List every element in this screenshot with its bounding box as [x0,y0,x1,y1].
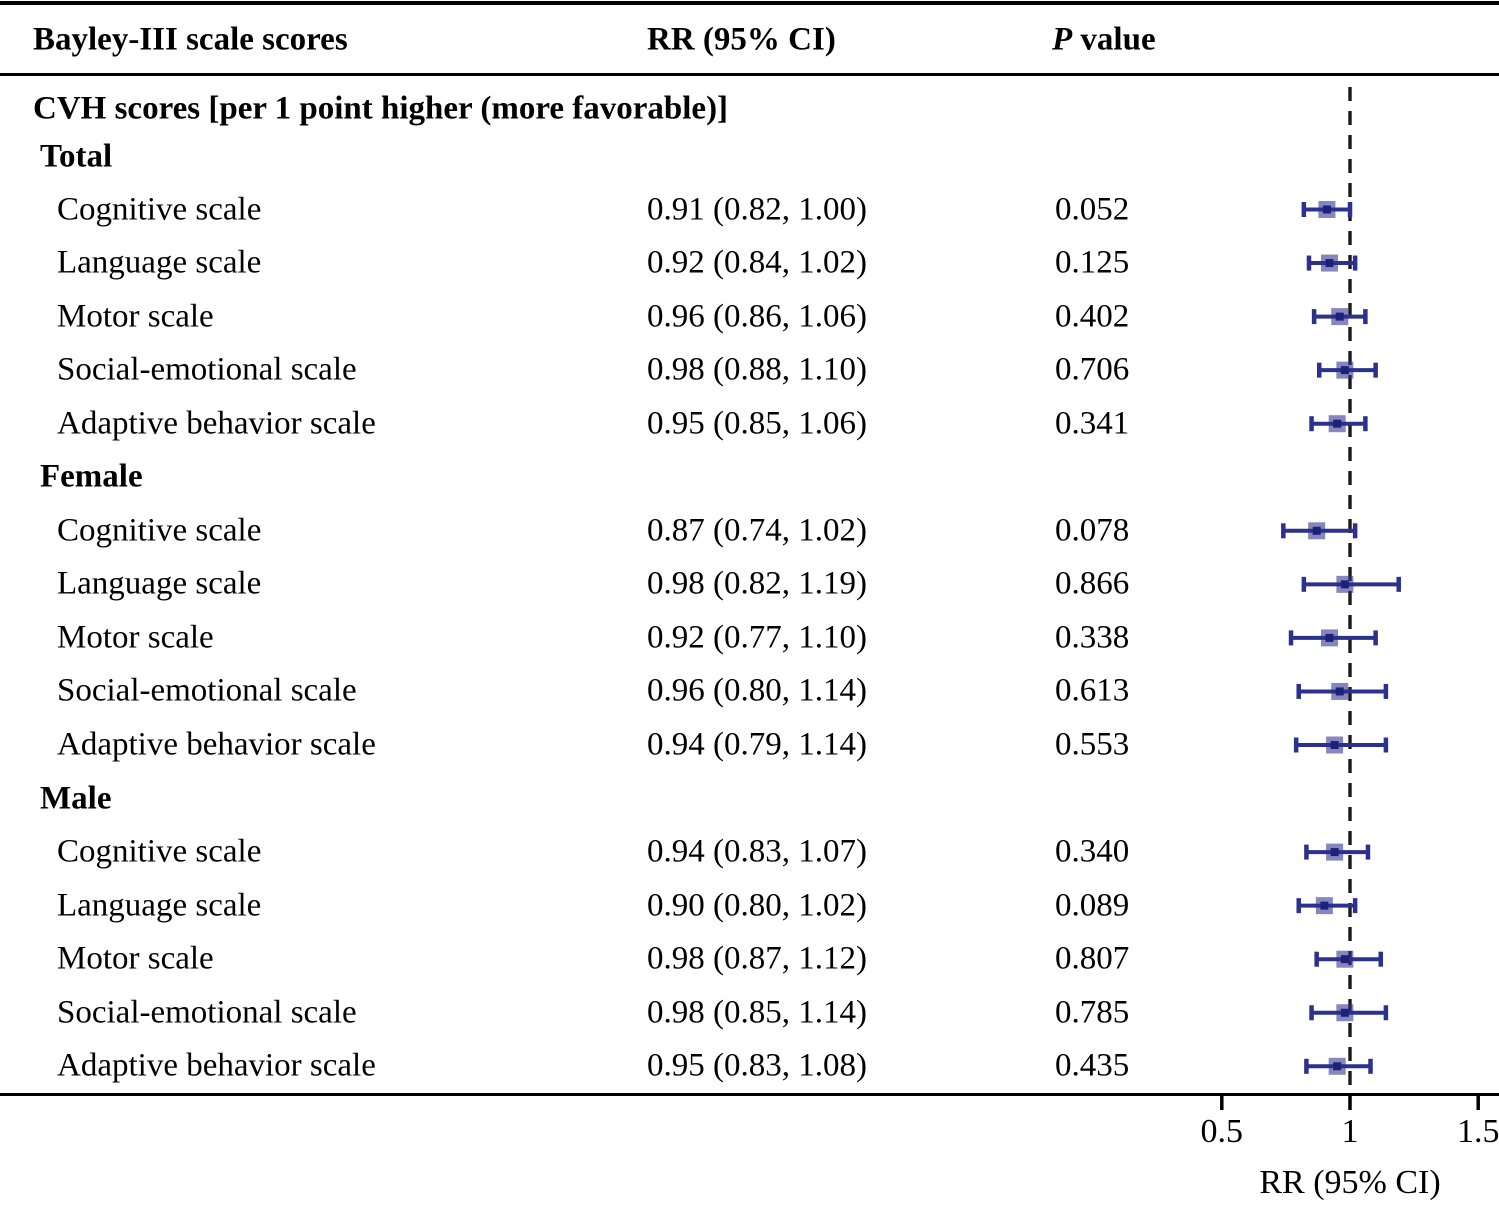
rr-ci-value: 0.91 (0.82, 1.00) [647,191,867,227]
p-italic: P [1052,21,1073,58]
rr-ci-value: 0.94 (0.83, 1.07) [647,833,867,870]
point-core [1340,366,1349,375]
p-value: 0.341 [1055,405,1130,442]
rr-ci-value: 0.95 (0.83, 1.08) [647,1047,867,1084]
p-value: 0.338 [1055,619,1130,656]
point-square [1326,843,1344,861]
row-label: Adaptive behavior scale [57,1047,376,1084]
point-core [1312,526,1321,535]
x-axis-title: RR (95% CI) [1259,1164,1441,1201]
table-top-rule [0,1,1499,5]
point-square [1320,254,1338,272]
row-label: Motor scale [57,940,214,977]
point-square [1326,736,1344,754]
point-core [1320,901,1329,910]
rr-ci-value: 0.87 (0.74, 1.02) [647,512,867,549]
row-label: Male [40,780,112,817]
row-label: Language scale [57,244,262,281]
axis-tick-label: 1 [1341,1113,1359,1150]
rr-ci-value: 0.98 (0.87, 1.12) [647,940,867,977]
row-label: Language scale [57,887,262,924]
p-rest: value [1072,21,1156,58]
rr-ci-value: 0.95 (0.85, 1.06) [647,405,867,442]
row-label: Social-emotional scale [57,672,357,709]
p-value: 0.706 [1055,351,1130,388]
p-value: 0.125 [1055,244,1130,281]
row-label: Cognitive scale [57,833,262,870]
row-label: Cognitive scale [57,512,262,549]
point-core [1335,312,1344,321]
row-label: Adaptive behavior scale [57,405,376,442]
point-core [1340,955,1349,964]
p-value: 0.866 [1055,565,1130,602]
point-core [1330,741,1339,749]
row-label: CVH scores [per 1 point higher (more fav… [33,90,729,127]
point-square [1318,201,1336,218]
point-square [1320,629,1338,647]
point-square [1315,897,1333,915]
row-label: Female [40,458,143,495]
row-label: Adaptive behavior scale [57,726,376,763]
column-header-pvalue: P value [1052,22,1156,59]
rr-ci-value: 0.90 (0.80, 1.02) [647,887,867,924]
point-square [1336,950,1354,968]
column-header-rr: RR (95% CI) [647,21,836,58]
point-core [1333,1062,1342,1071]
point-square [1331,682,1349,700]
point-core [1325,633,1334,642]
point-core [1340,1008,1349,1017]
rr-ci-value: 0.98 (0.85, 1.14) [647,994,867,1031]
point-core [1325,259,1334,268]
p-value: 0.089 [1055,887,1130,924]
point-square [1336,1004,1354,1022]
p-value: 0.435 [1055,1047,1130,1084]
p-value: 0.613 [1055,672,1130,709]
rr-ci-value: 0.92 (0.84, 1.02) [647,244,867,281]
rr-ci-value: 0.92 (0.77, 1.10) [647,619,867,656]
rr-ci-value: 0.98 (0.82, 1.19) [647,565,867,602]
row-label: Social-emotional scale [57,351,357,388]
point-square [1331,308,1349,326]
rr-ci-value: 0.96 (0.86, 1.06) [647,298,867,335]
point-core [1333,419,1342,428]
column-header-scores: Bayley-III scale scores [33,21,348,58]
row-label: Social-emotional scale [57,994,357,1031]
axis-tick-label: 0.5 [1200,1113,1244,1150]
p-value: 0.785 [1055,994,1130,1031]
header-bottom-rule [0,73,1499,76]
point-core [1322,205,1331,214]
p-value: 0.340 [1055,833,1130,870]
point-core [1335,687,1344,696]
row-label: Motor scale [57,619,214,656]
row-label: Motor scale [57,298,214,335]
row-label: Cognitive scale [57,191,262,227]
p-value: 0.402 [1055,298,1130,335]
rr-ci-value: 0.98 (0.88, 1.10) [647,351,867,388]
point-square [1336,361,1354,379]
point-square [1336,575,1354,593]
point-core [1330,848,1339,857]
point-square [1328,415,1346,433]
point-square [1308,522,1326,540]
rr-ci-value: 0.94 (0.79, 1.14) [647,726,867,763]
p-value: 0.052 [1055,191,1130,227]
rr-ci-value: 0.96 (0.80, 1.14) [647,672,867,709]
row-label: Total [40,138,113,175]
table-bottom-rule [0,1093,1499,1096]
p-value: 0.807 [1055,940,1130,977]
point-square [1328,1057,1346,1075]
point-core [1340,580,1349,589]
row-label: Language scale [57,565,262,602]
p-value: 0.553 [1055,726,1130,763]
axis-tick-label: 1.5 [1456,1113,1499,1150]
p-value: 0.078 [1055,512,1130,549]
